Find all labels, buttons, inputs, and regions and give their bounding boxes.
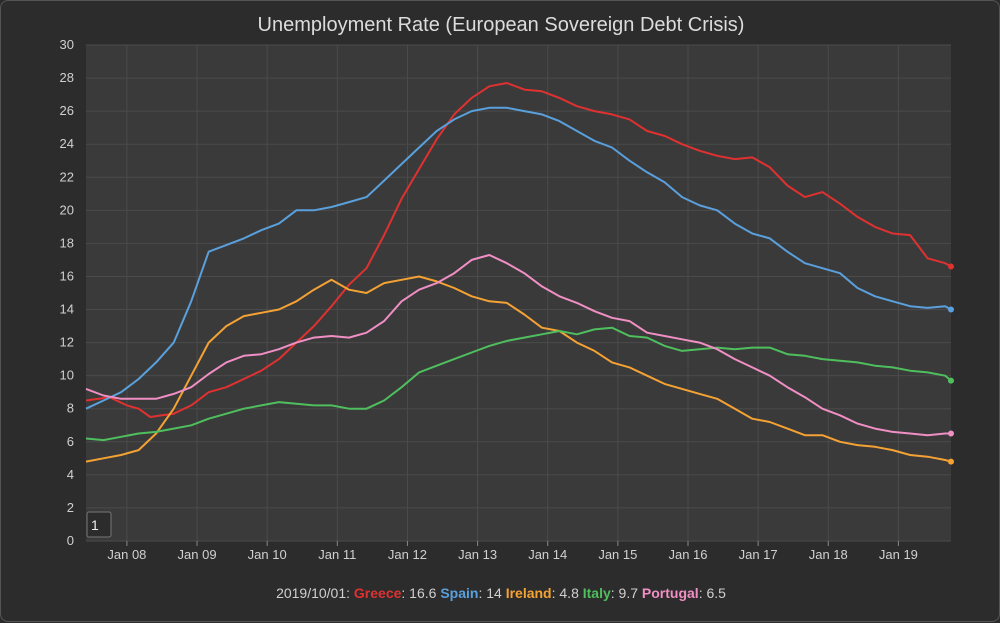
x-tick-label: Jan 19 xyxy=(879,547,918,562)
y-tick-label: 26 xyxy=(60,103,74,118)
y-tick-label: 2 xyxy=(67,500,74,515)
y-tick-label: 12 xyxy=(60,335,74,350)
series-line-spain xyxy=(85,106,952,410)
y-tick-label: 16 xyxy=(60,268,74,283)
series-line-ireland xyxy=(85,275,952,463)
x-tick-label: Jan 18 xyxy=(809,547,848,562)
series-endpoint-spain xyxy=(948,306,954,313)
y-tick-label: 0 xyxy=(67,533,74,548)
legend-series-name: Ireland xyxy=(505,585,552,601)
legend-series-value: : 16.6 xyxy=(401,585,441,601)
series-endpoint-italy xyxy=(948,377,954,384)
legend-series-value: : 4.8 xyxy=(551,585,583,601)
x-tick-label: Jan 15 xyxy=(598,547,637,562)
y-tick-label: 20 xyxy=(60,202,74,217)
x-tick-label: Jan 16 xyxy=(668,547,707,562)
y-tick-label: 6 xyxy=(67,434,74,449)
series-line-portugal xyxy=(85,254,951,437)
x-tick-label: Jan 10 xyxy=(248,547,287,562)
legend-series-name: Portugal xyxy=(641,585,699,601)
legend-series-name: Italy xyxy=(582,585,611,601)
series-endpoint-portugal xyxy=(948,430,954,437)
legend-series-name: Spain xyxy=(440,585,479,601)
x-tick-label: Jan 09 xyxy=(178,547,217,562)
legend-series-value: : 14 xyxy=(478,585,506,601)
y-tick-label: 28 xyxy=(60,70,74,85)
y-tick-label: 4 xyxy=(67,467,74,482)
y-tick-label: 22 xyxy=(60,169,74,184)
roller-period-value[interactable]: 1 xyxy=(91,517,99,533)
y-tick-label: 30 xyxy=(60,37,74,52)
x-tick-label: Jan 17 xyxy=(739,547,778,562)
y-tick-label: 10 xyxy=(60,368,74,383)
series-endpoint-greece xyxy=(948,263,954,270)
x-tick-label: Jan 13 xyxy=(458,547,497,562)
legend-date: 2019/10/01 xyxy=(276,585,347,601)
y-tick-label: 18 xyxy=(60,235,74,250)
plot-area xyxy=(86,45,951,541)
series-line-italy xyxy=(85,326,952,442)
y-tick-label: 14 xyxy=(60,302,74,317)
roller-period-input[interactable] xyxy=(86,511,112,538)
legend-series-value: : 9.7 xyxy=(610,585,642,601)
x-tick-label: Jan 14 xyxy=(528,547,567,562)
legend-series-name: Greece xyxy=(353,585,402,601)
x-tick-label: Jan 12 xyxy=(388,547,427,562)
chart-title: Unemployment Rate (European Sovereign De… xyxy=(258,14,745,36)
x-tick-label: Jan 08 xyxy=(107,547,146,562)
legend-series-value: : 6.5 xyxy=(698,585,726,601)
legend-readout: 2019/10/01: Greece: 16.6 Spain: 14 Irela… xyxy=(1,585,1000,601)
y-tick-label: 8 xyxy=(67,401,74,416)
series-line-greece xyxy=(85,82,952,418)
y-tick-label: 24 xyxy=(60,136,74,151)
legend-date-sep: : xyxy=(346,585,354,601)
legend-values: Greece: 16.6 Spain: 14 Ireland: 4.8 Ital… xyxy=(354,585,726,601)
series-endpoint-ireland xyxy=(948,458,954,465)
x-tick-label: Jan 11 xyxy=(318,547,356,562)
